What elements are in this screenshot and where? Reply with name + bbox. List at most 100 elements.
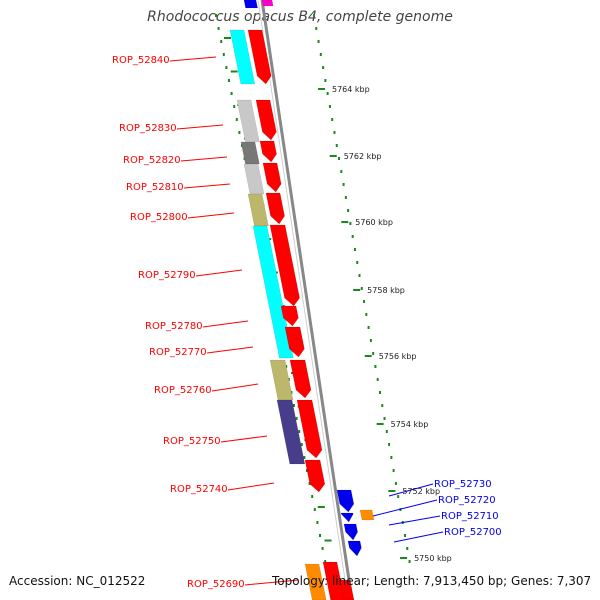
- tick-dot-left: [311, 495, 314, 498]
- tick-dot-left: [233, 105, 236, 108]
- gene-label-rop_52720: ROP_52720: [438, 495, 496, 506]
- tick-dot-right: [385, 430, 388, 433]
- gene-label-rop_52710: ROP_52710: [441, 511, 499, 522]
- leader-rop_52830: [176, 124, 224, 130]
- gene-label-rop_52740: ROP_52740: [170, 484, 228, 495]
- tick-dot-right: [374, 365, 377, 368]
- tick-dot-left: [321, 547, 324, 550]
- tick-dot-right: [406, 547, 409, 550]
- scale-label: 5762 kbp: [344, 152, 382, 161]
- tick-dot-left: [303, 456, 306, 459]
- gene-label-rop_52840: ROP_52840: [112, 55, 170, 66]
- leader-rop_52780: [202, 320, 249, 328]
- tick-dot-left: [222, 53, 225, 56]
- tick-dot-left: [230, 92, 233, 95]
- tick-dot-left: [220, 40, 223, 43]
- gene-label-rop_52830: ROP_52830: [119, 123, 177, 134]
- tick-dot-right: [349, 222, 352, 225]
- gene-partial-bottom-red-2: [339, 579, 355, 600]
- gene-arrow-52700: [347, 540, 362, 557]
- tick-dot-right: [324, 79, 327, 82]
- tick-dot-left: [316, 521, 319, 524]
- genome-summary: Topology: linear; Length: 7,913,450 bp; …: [272, 574, 591, 588]
- tick-dot-right: [369, 339, 372, 342]
- cog-band-52820: [240, 141, 260, 165]
- labels: 5764 kbp 5762 kbp 5760 kbp 5758 kbp 5756 kbp…: [112, 55, 502, 590]
- scale-label: 5756 kbp: [379, 352, 417, 361]
- leader-rop_52700: [393, 531, 444, 543]
- gene-arrow-52750: [296, 399, 323, 459]
- cog-band-52790: [252, 225, 294, 359]
- tick-dot-right: [392, 469, 395, 472]
- gene-arrow-52710: [343, 523, 358, 541]
- backbone-shadow: [257, 0, 349, 600]
- tick-dot-right: [388, 443, 391, 446]
- gene-label-rop_52700: ROP_52700: [444, 527, 502, 538]
- gene-label-rop_52810: ROP_52810: [126, 182, 184, 193]
- backbone-line: [260, 0, 354, 600]
- tick-dot-left: [238, 131, 241, 134]
- leader-rop_52760: [211, 383, 259, 392]
- gene-arrow-52760: [289, 359, 312, 399]
- scale-label: 5750 kbp: [414, 554, 452, 563]
- tick-dot-left: [215, 14, 217, 17]
- leader-rop_52800: [187, 212, 235, 219]
- length-label: Length: 7,913,450 bp;: [373, 574, 508, 588]
- gene-arrow-52730: [336, 489, 355, 513]
- gene-arrow-52770: [284, 326, 305, 358]
- gene-partial-bottom-red: [322, 561, 345, 600]
- tick-dot-right: [367, 326, 370, 329]
- tick-dot-right: [315, 27, 318, 30]
- leader-rop_52730: [388, 483, 434, 497]
- tick-dot-right: [376, 378, 379, 381]
- tick-dot-left: [235, 118, 238, 121]
- genes-count-label: Genes: 7,307: [511, 574, 592, 588]
- tick-dot-left: [295, 417, 298, 420]
- label-leaders: [169, 56, 444, 586]
- tick-dot-right: [317, 40, 320, 43]
- backbone: [257, 0, 354, 600]
- leader-rop_52770: [206, 346, 254, 354]
- gene-arrow-52780: [280, 305, 299, 327]
- tick-dot-right: [338, 157, 341, 160]
- scale-label: 5760 kbp: [355, 218, 393, 227]
- tick-dot-left: [324, 560, 327, 563]
- gene-arrow-52830: [255, 99, 277, 141]
- cog-band-52750: [276, 399, 306, 465]
- tick-dot-left: [306, 469, 308, 472]
- gene-partial-top-magenta: [261, 0, 274, 7]
- gene-arrow-52840: [247, 29, 272, 85]
- tick-dot-right: [351, 235, 354, 238]
- leader-rop_52790: [195, 269, 243, 277]
- gene-arrow-52740: [304, 459, 326, 493]
- leader-rop_52820: [180, 156, 228, 162]
- tick-dot-right: [344, 196, 347, 199]
- leader-rop_52720: [372, 499, 438, 517]
- tick-dot-right: [365, 313, 368, 316]
- tick-dot-right: [397, 495, 400, 498]
- tick-dot-right: [331, 118, 334, 121]
- gene-label-rop_52790: ROP_52790: [138, 270, 196, 281]
- gene-arrow-52810: [262, 162, 282, 193]
- tick-dot-left: [313, 508, 316, 511]
- tick-dot-right: [383, 417, 386, 420]
- tick-dot-left: [217, 27, 220, 30]
- tick-dot-left: [228, 79, 230, 82]
- tick-dot-left: [225, 66, 228, 69]
- accession-label: Accession: NC_012522: [9, 574, 146, 588]
- tick-dot-right: [408, 560, 411, 563]
- gene-features: [229, 0, 375, 600]
- cog-band-bottom: [304, 563, 327, 600]
- gene-arrow-52720: [340, 512, 354, 523]
- tick-dot-right: [347, 209, 350, 212]
- cog-band-52810: [243, 163, 265, 195]
- tick-dot-left: [298, 430, 301, 433]
- leader-rop_52840: [169, 56, 217, 62]
- gene-label-rop_52820: ROP_52820: [123, 155, 181, 166]
- tick-dot-right: [394, 482, 397, 485]
- leader-rop_52710: [388, 515, 441, 526]
- leader-rop_52740: [227, 482, 275, 491]
- cog-band-52800: [247, 193, 269, 227]
- tick-dot-right: [326, 92, 329, 95]
- gene-label-rop_52730: ROP_52730: [434, 479, 492, 490]
